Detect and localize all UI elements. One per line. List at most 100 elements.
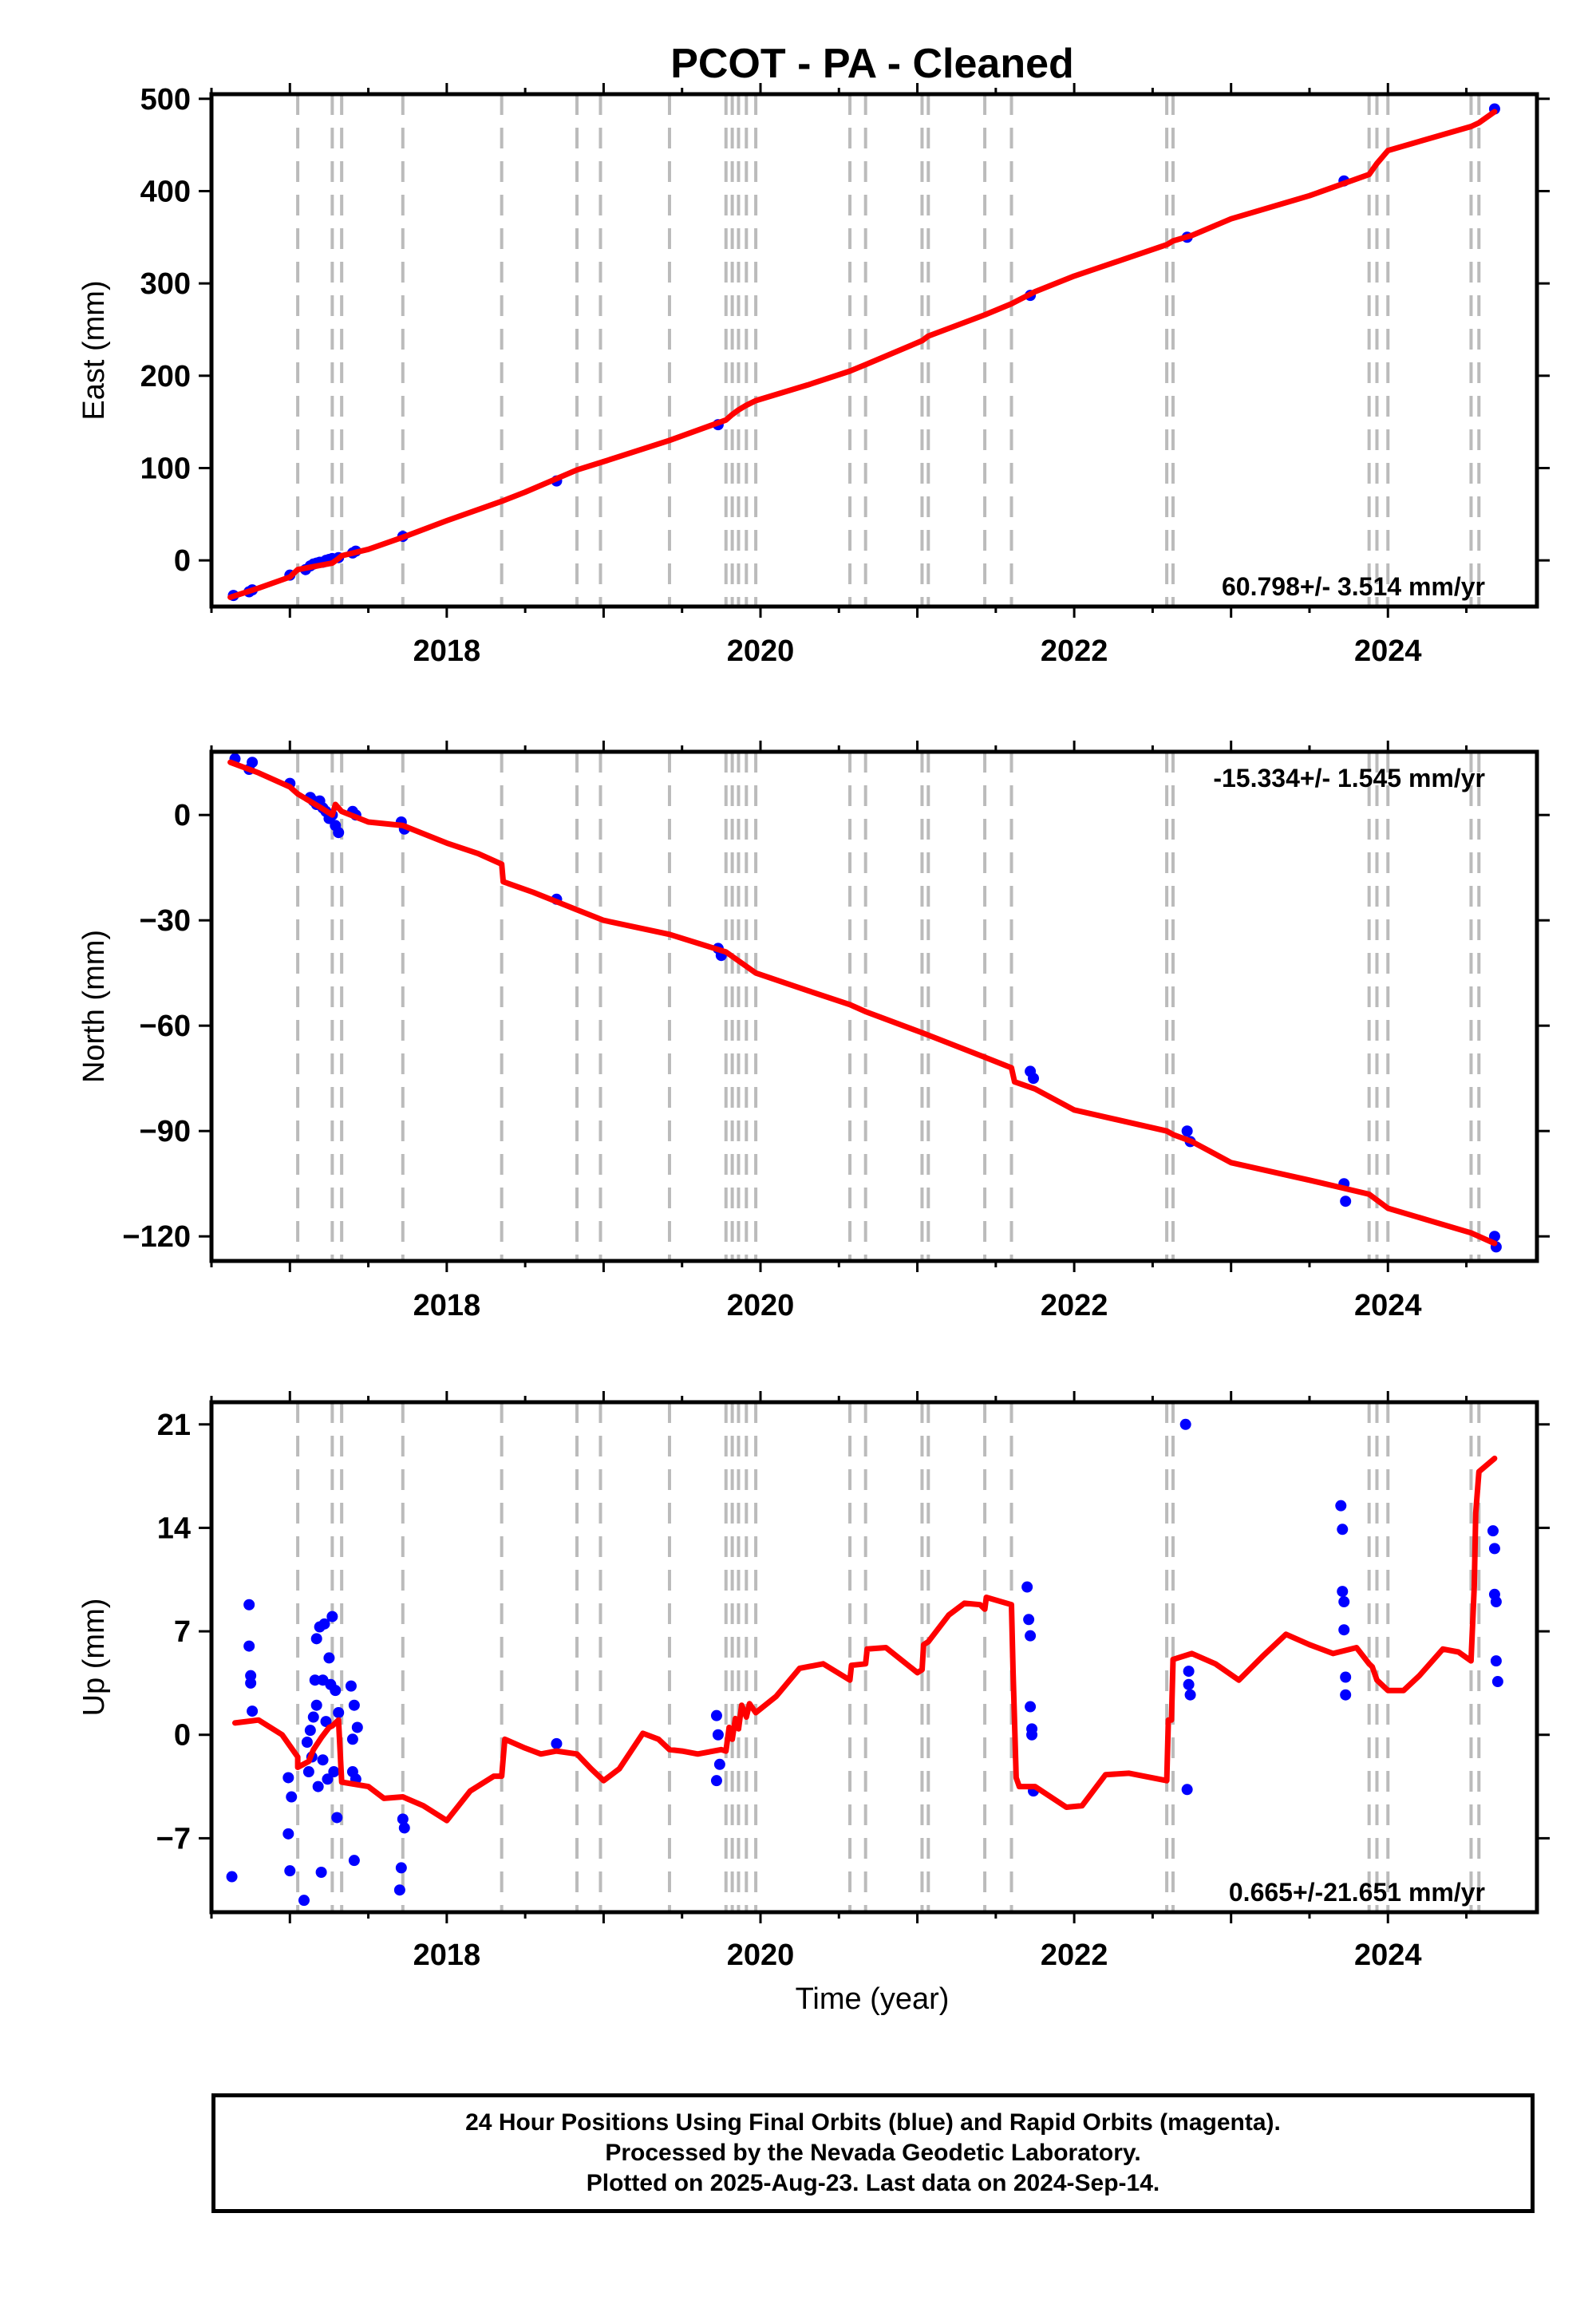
data-point bbox=[1340, 1689, 1352, 1701]
panel-up: 21 14 7 0 −7 2018 2020 2022 2024 Up (mm) 0.665+/-2… bbox=[77, 1391, 1550, 1972]
x-tick-label: 2022 bbox=[1041, 634, 1108, 668]
y-tick-label: 14 bbox=[157, 1512, 191, 1545]
panel-frame bbox=[209, 92, 1539, 609]
data-point bbox=[282, 1828, 294, 1840]
data-point bbox=[345, 1680, 357, 1692]
data-point bbox=[326, 1611, 338, 1622]
data-point bbox=[710, 1709, 722, 1721]
data-point bbox=[1183, 1666, 1195, 1678]
y-tick-label: 400 bbox=[140, 175, 191, 208]
data-point bbox=[1021, 1581, 1033, 1593]
data-point bbox=[1023, 1614, 1035, 1626]
y-tick-label: −90 bbox=[140, 1115, 191, 1148]
data-point bbox=[320, 1716, 332, 1728]
x-tick-label: 2018 bbox=[413, 1939, 481, 1972]
footer-line-2: Processed by the Nevada Geodetic Laborat… bbox=[605, 2140, 1141, 2166]
y-tick-label: 21 bbox=[157, 1409, 191, 1442]
data-point bbox=[1490, 1655, 1502, 1667]
data-point bbox=[284, 1865, 296, 1877]
data-point bbox=[1028, 1073, 1040, 1085]
data-point bbox=[315, 1866, 327, 1878]
data-point bbox=[304, 1725, 316, 1737]
data-point bbox=[245, 1677, 257, 1689]
footer-line-1: 24 Hour Positions Using Final Orbits (bl… bbox=[465, 2109, 1281, 2136]
x-axis-label: Time (year) bbox=[796, 1982, 950, 2016]
data-point bbox=[310, 1699, 322, 1711]
data-point bbox=[1490, 1596, 1502, 1608]
data-point bbox=[333, 1706, 345, 1718]
data-point bbox=[323, 1652, 335, 1664]
data-point bbox=[397, 1813, 409, 1825]
panel-north: 0 −30 −60 −90 −120 2018 2020 2022 2024 North (mm)… bbox=[77, 741, 1550, 1322]
data-point bbox=[1184, 1689, 1196, 1701]
y-tick-label: 0 bbox=[174, 544, 191, 578]
data-point bbox=[395, 1862, 407, 1874]
data-point bbox=[301, 1737, 313, 1748]
data-point bbox=[333, 827, 345, 839]
data-point bbox=[1338, 1624, 1350, 1636]
data-point bbox=[310, 1633, 322, 1645]
data-point bbox=[1491, 1676, 1503, 1688]
data-point bbox=[398, 1822, 410, 1834]
data-point bbox=[1487, 1525, 1499, 1537]
y-tick-label: 0 bbox=[174, 799, 191, 832]
data-point bbox=[393, 1884, 405, 1896]
y-tick-label: 300 bbox=[140, 267, 191, 301]
data-point bbox=[1025, 1630, 1037, 1642]
y-tick-label: 0 bbox=[174, 1719, 191, 1753]
data-point bbox=[282, 1772, 294, 1784]
data-point bbox=[247, 757, 259, 769]
y-axis-label: East (mm) bbox=[77, 280, 111, 420]
data-point bbox=[1181, 1125, 1193, 1137]
plot-area bbox=[227, 753, 1502, 1253]
rate-annotation: 0.665+/-21.651 mm/yr bbox=[1229, 1878, 1485, 1907]
y-axis-label: North (mm) bbox=[77, 930, 111, 1083]
data-point bbox=[1340, 1671, 1352, 1683]
data-point bbox=[1337, 1586, 1349, 1598]
x-tick-label: 2022 bbox=[1041, 1939, 1108, 1972]
footer-note-box: 24 Hour Positions Using Final Orbits (bl… bbox=[211, 2093, 1535, 2213]
panel-east: 500 400 300 200 100 0 2018 2020 2022 2024 East (mm… bbox=[77, 83, 1550, 668]
data-point bbox=[713, 1758, 725, 1770]
footer-line-3: Plotted on 2025-Aug-23. Last data on 202… bbox=[586, 2170, 1160, 2196]
y-tick-label: 500 bbox=[140, 83, 191, 117]
data-point bbox=[712, 1729, 724, 1741]
data-point bbox=[226, 1871, 238, 1883]
data-point bbox=[322, 1773, 334, 1785]
y-tick-label: −60 bbox=[140, 1010, 191, 1043]
data-point bbox=[1026, 1729, 1038, 1741]
data-point bbox=[298, 1895, 310, 1907]
data-point bbox=[1340, 1196, 1352, 1207]
y-tick-label: −30 bbox=[140, 904, 191, 938]
data-point bbox=[330, 1685, 342, 1697]
y-tick-label: −120 bbox=[122, 1220, 191, 1254]
data-point bbox=[331, 1812, 343, 1824]
data-point bbox=[346, 1733, 358, 1745]
data-point bbox=[312, 1780, 324, 1792]
data-point bbox=[348, 1699, 360, 1711]
x-tick-label: 2018 bbox=[413, 634, 481, 668]
data-point bbox=[1337, 1524, 1349, 1535]
data-point bbox=[351, 1721, 363, 1733]
data-point bbox=[551, 1737, 563, 1749]
plot-area bbox=[227, 103, 1500, 602]
x-tick-label: 2024 bbox=[1354, 634, 1422, 668]
x-tick-label: 2022 bbox=[1041, 1289, 1108, 1322]
data-point bbox=[247, 1705, 259, 1717]
y-tick-label: −7 bbox=[156, 1822, 191, 1856]
data-point bbox=[348, 1855, 360, 1867]
data-point bbox=[317, 1754, 329, 1766]
panel-frame bbox=[209, 1400, 1539, 1915]
chart-title: PCOT - PA - Cleaned bbox=[670, 41, 1074, 87]
data-point bbox=[1025, 1701, 1037, 1713]
plot-area bbox=[226, 1418, 1503, 1907]
model-line bbox=[227, 109, 1498, 600]
data-point bbox=[302, 1766, 314, 1778]
x-tick-label: 2020 bbox=[727, 634, 795, 668]
x-tick-label: 2020 bbox=[727, 1939, 795, 1972]
panel-frame bbox=[209, 749, 1539, 1263]
data-point bbox=[309, 1674, 321, 1686]
y-tick-label: 7 bbox=[174, 1615, 191, 1649]
x-tick-label: 2018 bbox=[413, 1289, 481, 1322]
